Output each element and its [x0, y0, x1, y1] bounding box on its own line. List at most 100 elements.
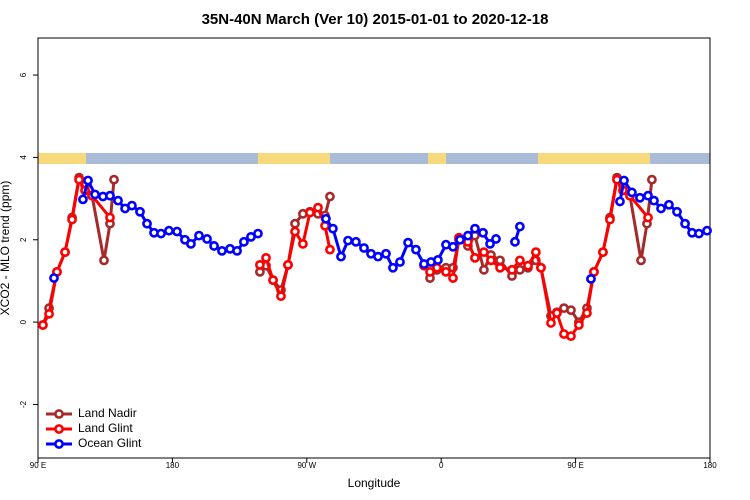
data-point [336, 251, 346, 262]
data-point [328, 223, 338, 234]
data-point [411, 244, 421, 255]
data-point [566, 331, 576, 342]
data-point [313, 202, 323, 213]
data-point [321, 213, 331, 224]
data-point [479, 264, 489, 275]
data-point [680, 218, 690, 229]
data-point [209, 241, 219, 251]
data-point [325, 191, 335, 202]
data-point [523, 260, 533, 271]
data-point [643, 190, 653, 201]
data-point [510, 236, 520, 247]
x-tick-label: 90 W [297, 461, 316, 470]
data-point [441, 266, 451, 277]
data-point [479, 247, 489, 258]
data-point [514, 264, 525, 275]
data-point [276, 291, 286, 302]
data-point [615, 196, 625, 207]
x-tick-label: 90 E [30, 461, 46, 470]
data-point [239, 236, 249, 247]
data-point [694, 228, 704, 239]
data-point [156, 228, 166, 239]
data-point [536, 262, 546, 273]
data-point [67, 214, 77, 225]
data-point [507, 264, 517, 275]
data-point [566, 305, 576, 316]
data-point [127, 200, 137, 211]
legend-swatch-marker [54, 424, 64, 434]
data-point [290, 218, 300, 229]
data-point [83, 175, 93, 186]
data-point [49, 273, 59, 283]
data-point [38, 320, 48, 330]
data-point [546, 318, 556, 328]
data-point [60, 247, 70, 258]
data-point [261, 252, 271, 263]
data-point [491, 234, 501, 244]
data-point [305, 207, 315, 218]
data-point [164, 225, 174, 236]
land-strip [258, 153, 330, 164]
data-point [636, 255, 646, 266]
series [38, 172, 657, 330]
data-point [433, 255, 443, 265]
land-strip [428, 153, 446, 164]
data-point [514, 255, 525, 266]
x-tick-label: 0 [439, 461, 444, 470]
legend-label: Land Glint [78, 421, 133, 435]
data-point [109, 174, 119, 185]
y-tick-label: -2 [19, 400, 28, 408]
data-point [142, 218, 152, 229]
data-point [598, 247, 608, 258]
data-point [113, 195, 123, 206]
data-point [298, 238, 308, 249]
data-point [664, 199, 674, 210]
land-strip [38, 153, 86, 164]
data-point [643, 212, 653, 223]
data-point [470, 223, 480, 234]
data-point [455, 234, 465, 245]
chart-title: 35N-40N March (Ver 10) 2015-01-01 to 202… [202, 11, 549, 28]
plot-frame [37, 37, 711, 459]
data-point [283, 259, 293, 270]
data-point [343, 235, 353, 246]
data-point [448, 273, 458, 283]
data-point [672, 206, 682, 217]
data-point [90, 189, 100, 200]
data-point [186, 238, 196, 249]
data-point [619, 175, 629, 186]
data-point [290, 226, 300, 237]
data-point [74, 174, 84, 185]
data-point [253, 228, 263, 239]
data-point [105, 212, 115, 223]
data-point [403, 237, 413, 248]
data-point [78, 194, 88, 205]
x-tick-label: 180 [703, 461, 717, 470]
data-point [485, 238, 495, 249]
data-point [359, 243, 369, 253]
data-point [486, 255, 496, 266]
data-point [135, 206, 145, 217]
data-point [425, 266, 435, 277]
data-point [470, 252, 480, 263]
data-point [463, 230, 473, 241]
series [38, 174, 653, 342]
y-tick-label: 2 [19, 237, 28, 242]
data-point [605, 214, 615, 225]
data-point [647, 174, 657, 185]
ocean-strip [38, 153, 710, 164]
data-point [448, 241, 458, 252]
y-axis-label: XCO2 - MLO trend (ppm) [0, 181, 12, 316]
data-point [255, 259, 265, 270]
data-point [573, 320, 584, 330]
x-axis-label: Longitude [348, 476, 401, 490]
data-point [582, 308, 592, 318]
data-point [388, 262, 398, 273]
x-tick-label: 90 E [567, 461, 583, 470]
land-ocean-strip [38, 153, 710, 164]
data-point [552, 308, 562, 318]
data-point [194, 230, 204, 241]
data-point [395, 257, 405, 267]
data-point [351, 236, 361, 247]
